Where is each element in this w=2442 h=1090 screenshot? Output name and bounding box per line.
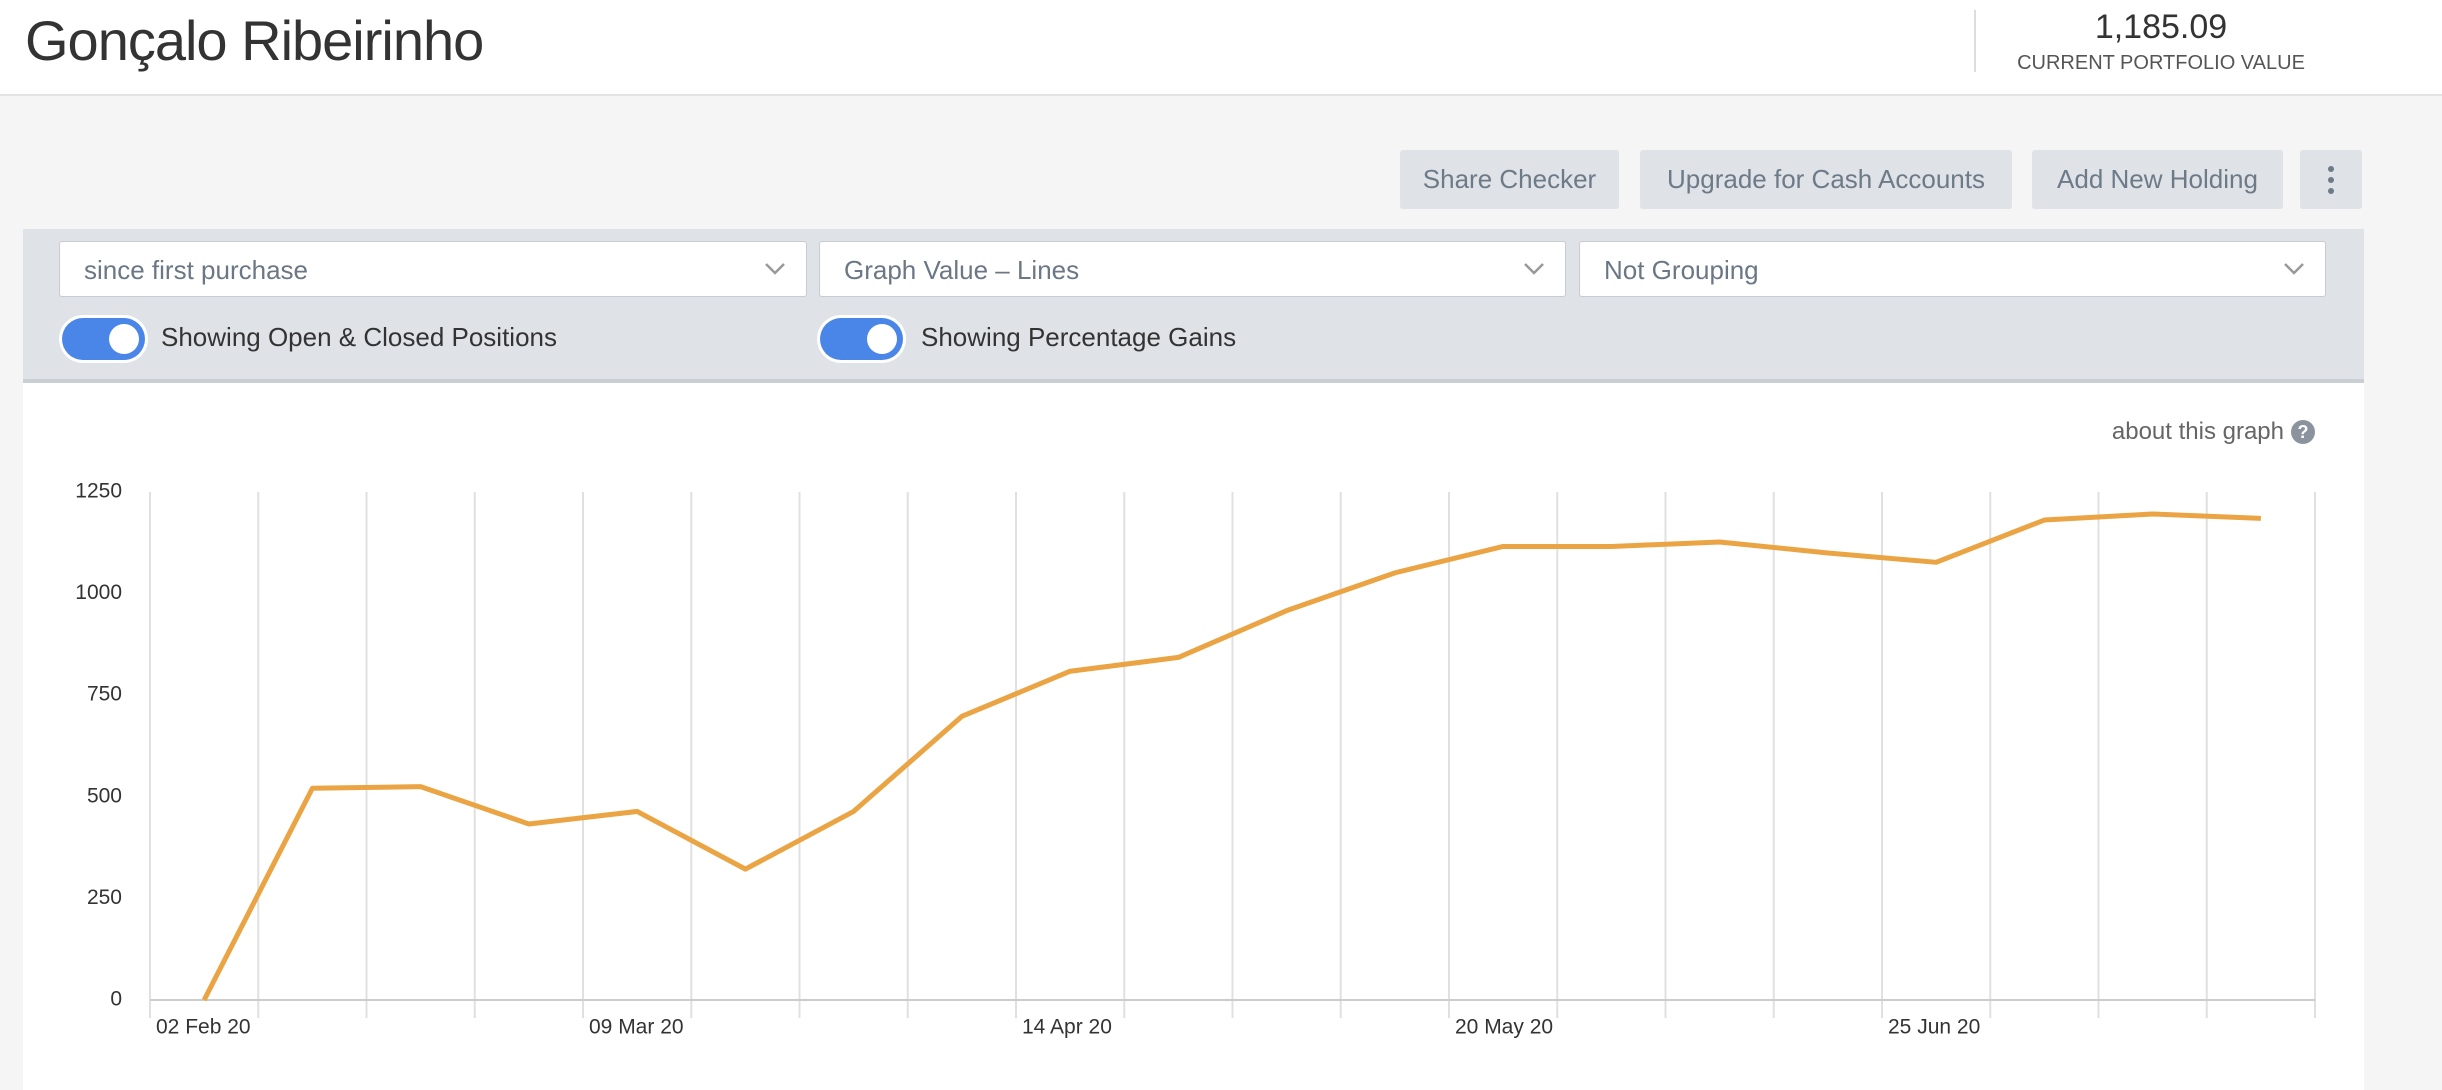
y-tick-label: 1250 [75,480,122,503]
data-line [201,511,2261,1002]
chart-panel [23,383,2364,1090]
divider [1974,10,1976,72]
button[interactable]: Upgrade for Cash Accounts [1640,150,2012,209]
toggle-label: Showing Open & Closed Positions [161,322,558,352]
y-tick-label: 250 [87,886,122,909]
portfolio-label: CURRENT PORTFOLIO VALUE [2017,52,2305,74]
help-icon[interactable]: ? [2291,420,2315,444]
dropdown-text: since first purchase [84,255,308,285]
dropdown[interactable]: Graph Value – Lines [819,241,1566,297]
button[interactable]: Share Checker [1400,150,1619,209]
y-tick-label: 0 [110,988,122,1011]
chart: 0 250 500 750 1000 1250 02 Feb 20 09 Mar 20 14 A… [75,480,2316,1039]
x-tick-label: 25 Jun 20 [1888,1016,1980,1039]
dropdown[interactable]: since first purchase [59,241,807,297]
x-tick-label: 20 May 20 [1455,1016,1553,1039]
user-name: Gonçalo Ribeirinho [25,9,484,72]
about-link[interactable]: about this graph [2111,418,2284,445]
y-tick-label: 750 [87,683,122,706]
x-tick-label: 14 Apr 20 [1022,1016,1112,1039]
toggle[interactable] [820,318,903,360]
dropdown[interactable]: Not Grouping [1579,241,2326,297]
x-tick-label: 02 Feb 20 [156,1016,251,1039]
x-tick-label: 09 Mar 20 [589,1016,684,1039]
button[interactable]: Add New Holding [2032,150,2283,209]
dropdown-text: Not Grouping [1604,255,1759,285]
toggle-label: Showing Percentage Gains [921,322,1237,352]
y-tick-label: 500 [87,784,122,807]
header: Gonçalo Ribeirinho 1,185.09 CURRENT PORT… [0,0,2442,96]
y-tick-label: 1000 [75,581,122,604]
menu-button[interactable] [2300,150,2362,209]
toggle[interactable] [62,318,145,360]
dropdown-text: Graph Value – Lines [844,255,1080,285]
portfolio-value: 1,185.09 [2094,8,2228,46]
